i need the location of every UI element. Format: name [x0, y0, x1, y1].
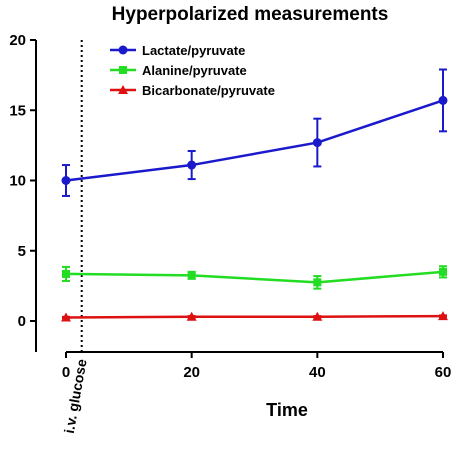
legend-marker [118, 45, 128, 55]
legend-marker [118, 85, 128, 94]
data-point [61, 176, 71, 185]
series-layer [61, 68, 448, 322]
data-point [313, 278, 322, 287]
data-point [312, 311, 323, 321]
y-tick-label: 5 [18, 243, 26, 260]
series-line [65, 99, 444, 182]
series-0 [61, 68, 448, 197]
series-line [65, 314, 444, 319]
series-line [65, 270, 444, 284]
data-point [61, 312, 71, 322]
x-tick-label: 40 [309, 364, 326, 381]
legend-label: Bicarbonate/pyruvate [142, 83, 275, 98]
data-point [438, 311, 448, 321]
y-tick-label: 15 [9, 102, 26, 119]
data-point [312, 138, 322, 148]
data-point [187, 271, 196, 280]
data-point [439, 267, 447, 276]
legend-item: Bicarbonate/pyruvate [110, 83, 275, 98]
data-point [62, 269, 70, 278]
y-tick-label: 20 [9, 32, 26, 49]
x-tick-label: 0 [62, 364, 70, 381]
y-tick-label: 0 [18, 313, 26, 330]
axes: 0 5 10 15 20 0 20 40 60 [9, 32, 451, 381]
y-tick-label: 10 [9, 173, 26, 190]
data-point [438, 95, 448, 105]
legend-marker [119, 66, 127, 74]
x-tick-label: 60 [435, 364, 452, 381]
chart-title: Hyperpolarized measurements [112, 4, 389, 25]
legend-item: Alanine/pyruvate [110, 63, 247, 78]
data-point [187, 160, 197, 170]
legend-item: Lactate/pyruvate [110, 43, 245, 58]
legend-label: Alanine/pyruvate [142, 63, 247, 78]
x-axis-label: Time [266, 400, 308, 420]
series-1 [62, 265, 447, 290]
x-tick-label: 20 [183, 364, 200, 381]
legend-label: Lactate/pyruvate [142, 43, 245, 58]
series-2 [61, 311, 448, 322]
data-point [186, 311, 197, 321]
legend: Lactate/pyruvate Alanine/pyruvate Bicarbon… [110, 43, 275, 98]
